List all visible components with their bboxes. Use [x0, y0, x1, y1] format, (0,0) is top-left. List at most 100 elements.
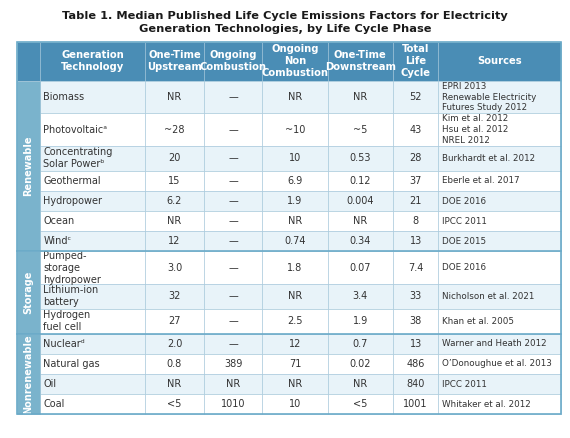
Bar — [328, 309, 393, 334]
Text: 1010: 1010 — [221, 399, 245, 409]
Bar — [204, 171, 262, 191]
Bar — [17, 171, 40, 191]
Bar — [204, 374, 262, 394]
Text: 10: 10 — [289, 153, 301, 163]
Bar — [328, 394, 393, 414]
Bar — [145, 191, 204, 211]
Text: 15: 15 — [168, 176, 181, 186]
Bar — [438, 113, 561, 146]
Text: One-Time
Downstream: One-Time Downstream — [325, 50, 396, 72]
Bar — [393, 146, 438, 171]
Text: Renewable: Renewable — [23, 136, 34, 197]
Text: 28: 28 — [409, 153, 422, 163]
Bar — [40, 191, 145, 211]
Bar — [40, 394, 145, 414]
Bar — [17, 146, 40, 171]
Text: 486: 486 — [406, 359, 425, 369]
Bar — [145, 394, 204, 414]
Bar — [393, 211, 438, 231]
Text: NR: NR — [353, 92, 368, 102]
Text: 0.34: 0.34 — [349, 237, 371, 246]
Text: 0.8: 0.8 — [167, 359, 182, 369]
Text: 20: 20 — [168, 153, 181, 163]
Text: 13: 13 — [409, 237, 422, 246]
Bar — [393, 354, 438, 374]
Text: Ongoing
Combustion: Ongoing Combustion — [200, 50, 267, 72]
Text: Ongoing
Non
Combustion: Ongoing Non Combustion — [262, 44, 328, 78]
Bar — [204, 334, 262, 354]
Text: Biomass: Biomass — [43, 92, 84, 102]
Text: 0.02: 0.02 — [349, 359, 371, 369]
Bar — [40, 231, 145, 251]
Text: ~28: ~28 — [164, 125, 185, 134]
Bar — [262, 146, 328, 171]
Bar — [262, 394, 328, 414]
Text: Burkhardt et al. 2012: Burkhardt et al. 2012 — [442, 154, 535, 163]
Bar — [262, 231, 328, 251]
Text: Concentrating
Solar Powerᵇ: Concentrating Solar Powerᵇ — [43, 147, 113, 170]
Bar — [204, 284, 262, 309]
Bar — [262, 251, 328, 284]
Bar — [438, 334, 561, 354]
Bar — [40, 81, 145, 113]
Text: 13: 13 — [409, 339, 422, 349]
Bar — [17, 81, 40, 113]
Text: 71: 71 — [289, 359, 301, 369]
Bar — [204, 231, 262, 251]
Text: Nonrenewable: Nonrenewable — [23, 334, 34, 414]
Bar — [40, 211, 145, 231]
Text: 52: 52 — [409, 92, 422, 102]
Text: 32: 32 — [168, 291, 181, 301]
Bar — [328, 42, 393, 81]
Bar — [17, 334, 40, 414]
Bar — [145, 42, 204, 81]
Text: 33: 33 — [409, 291, 422, 301]
Bar — [262, 374, 328, 394]
Bar — [393, 171, 438, 191]
Bar — [262, 191, 328, 211]
Text: 12: 12 — [168, 237, 181, 246]
Text: <5: <5 — [168, 399, 182, 409]
Bar — [145, 146, 204, 171]
Bar — [393, 81, 438, 113]
Bar — [393, 191, 438, 211]
Bar — [17, 191, 40, 211]
Text: 0.004: 0.004 — [347, 196, 374, 206]
Text: 38: 38 — [409, 316, 422, 326]
Text: 3.0: 3.0 — [167, 263, 182, 272]
Bar — [328, 354, 393, 374]
Bar — [40, 146, 145, 171]
Text: 2.5: 2.5 — [287, 316, 303, 326]
Bar — [204, 394, 262, 414]
Bar — [438, 81, 561, 113]
Bar — [204, 42, 262, 81]
Text: Lithium-ion
battery: Lithium-ion battery — [43, 285, 99, 307]
Text: Total
Life
Cycle: Total Life Cycle — [401, 44, 430, 78]
Text: 0.74: 0.74 — [284, 237, 306, 246]
Bar — [204, 113, 262, 146]
Text: NR: NR — [353, 216, 368, 226]
Bar — [17, 113, 40, 146]
Text: NR: NR — [288, 216, 302, 226]
Bar — [40, 309, 145, 334]
Text: Eberle et al. 2017: Eberle et al. 2017 — [442, 177, 519, 185]
Bar — [262, 81, 328, 113]
Text: —: — — [228, 196, 238, 206]
Bar — [328, 211, 393, 231]
Text: Oil: Oil — [43, 379, 56, 389]
Text: 27: 27 — [168, 316, 181, 326]
Text: —: — — [228, 291, 238, 301]
Text: NR: NR — [353, 379, 368, 389]
Bar — [393, 309, 438, 334]
Text: —: — — [228, 263, 238, 272]
Bar — [262, 309, 328, 334]
Text: —: — — [228, 237, 238, 246]
Bar — [438, 374, 561, 394]
Bar — [145, 113, 204, 146]
Text: 21: 21 — [409, 196, 422, 206]
Text: ~10: ~10 — [285, 125, 305, 134]
Text: One-Time
Upstream: One-Time Upstream — [147, 50, 202, 72]
Text: —: — — [228, 125, 238, 134]
Bar — [262, 171, 328, 191]
Text: Sources: Sources — [478, 57, 522, 66]
